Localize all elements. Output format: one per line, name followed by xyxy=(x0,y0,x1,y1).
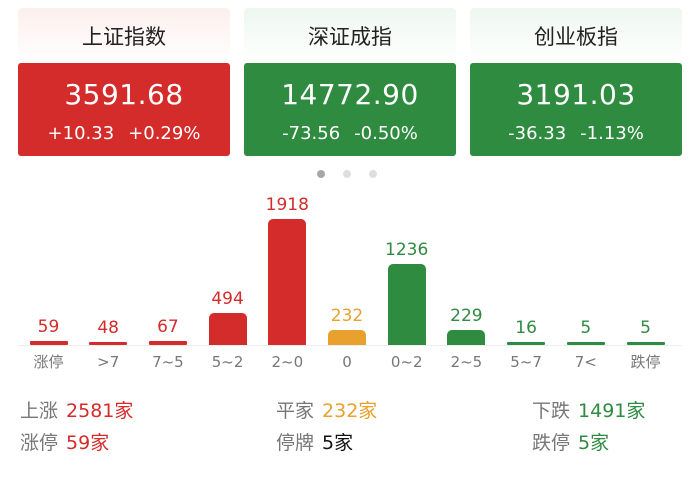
fall-value: 1491家 xyxy=(578,400,646,422)
category-label: >7 xyxy=(97,353,120,371)
suspended-value: 5家 xyxy=(322,432,354,454)
index-value: 3591.68 xyxy=(64,78,184,111)
bar-value-label: 59 xyxy=(37,317,60,337)
category-label: 2~0 xyxy=(271,353,304,371)
index-value: 14772.90 xyxy=(281,78,419,111)
category-label: 0 xyxy=(342,353,352,371)
bar-value-label: 48 xyxy=(97,318,119,338)
limit-up-count: 涨停 59家 xyxy=(20,430,109,456)
distribution-bar xyxy=(626,342,665,345)
index-change: -73.56 xyxy=(282,123,341,144)
category-label: 7< xyxy=(574,353,597,371)
category-label: 跌停 xyxy=(630,353,661,371)
index-name: 深证成指 xyxy=(244,8,456,63)
index-value: 3191.03 xyxy=(516,78,636,111)
distribution-bar xyxy=(208,313,247,345)
carousel-dot[interactable] xyxy=(343,170,351,178)
bar-value-label: 494 xyxy=(211,289,244,309)
index-change-percent: -1.13% xyxy=(580,123,644,144)
distribution-bar xyxy=(447,330,486,345)
index-quote-panel: 3591.68 +10.33 +0.29% xyxy=(18,63,230,156)
distribution-bar xyxy=(29,341,68,345)
flat-count: 平家 232家 xyxy=(276,398,377,424)
category-label: 5~2 xyxy=(211,353,244,371)
bar-value-label: 5 xyxy=(640,318,651,338)
distribution-bar xyxy=(387,264,426,345)
bar-value-label: 5 xyxy=(580,318,592,338)
bar-value-label: 229 xyxy=(450,306,483,326)
rise-label: 上涨 xyxy=(20,400,59,422)
index-quote-panel: 3191.03 -36.33 -1.13% xyxy=(470,63,682,156)
index-change: -36.33 xyxy=(508,123,567,144)
limit-down-count: 跌停 5家 xyxy=(532,430,609,456)
distribution-bar xyxy=(268,219,307,345)
distribution-bar xyxy=(507,342,546,345)
index-change-row: -73.56 -0.50% xyxy=(244,123,456,145)
carousel-dot[interactable] xyxy=(317,170,325,178)
suspended-label: 停牌 xyxy=(276,432,315,454)
carousel-indicator[interactable] xyxy=(0,170,700,178)
distribution-bar xyxy=(328,330,366,345)
limit-down-label: 跌停 xyxy=(532,432,571,454)
bar-value-label: 16 xyxy=(515,318,537,338)
carousel-dot[interactable] xyxy=(369,170,377,178)
limit-down-value: 5家 xyxy=(578,432,610,454)
bar-value-label: 232 xyxy=(330,306,364,326)
index-change-row: +10.33 +0.29% xyxy=(18,123,230,145)
index-change: +10.33 xyxy=(47,123,115,144)
fall-count: 下跌 1491家 xyxy=(532,398,645,424)
category-label: 5~7 xyxy=(510,353,542,371)
distribution-bar xyxy=(89,342,128,345)
category-label: 2~5 xyxy=(450,353,483,371)
index-change-row: -36.33 -1.13% xyxy=(470,123,682,145)
market-breadth-summary: 上涨 2581家 涨停 59家 平家 232家 停牌 5家 下跌 1491家 跌停 5家 xyxy=(0,390,700,470)
distribution-bar xyxy=(148,341,187,345)
index-quote-panel: 14772.90 -73.56 -0.50% xyxy=(244,63,456,156)
index-change-percent: -0.50% xyxy=(354,123,418,144)
flat-value: 232家 xyxy=(322,400,378,422)
category-label: 涨停 xyxy=(33,353,64,371)
bar-value-label: 67 xyxy=(157,317,179,337)
suspended-count: 停牌 5家 xyxy=(276,430,353,456)
index-card-chinext[interactable]: 创业板指 3191.03 -36.33 -1.13% xyxy=(470,8,682,156)
bar-value-label: 1918 xyxy=(265,195,309,215)
distribution-bar xyxy=(566,342,605,345)
category-label: 0~2 xyxy=(390,353,423,371)
index-card-shenzhen[interactable]: 深证成指 14772.90 -73.56 -0.50% xyxy=(244,8,456,156)
limit-up-label: 涨停 xyxy=(20,432,59,454)
index-cards: 上证指数 3591.68 +10.33 +0.29% 深证成指 14772.90 … xyxy=(18,8,682,156)
rise-count: 上涨 2581家 xyxy=(20,398,133,424)
bar-value-label: 1236 xyxy=(385,240,429,260)
limit-up-value: 59家 xyxy=(66,432,110,454)
index-name: 上证指数 xyxy=(18,8,230,63)
index-card-shanghai[interactable]: 上证指数 3591.68 +10.33 +0.29% xyxy=(18,8,230,156)
index-change-percent: +0.29% xyxy=(128,123,201,144)
chart-baseline xyxy=(18,345,682,346)
rise-value: 2581家 xyxy=(66,400,134,422)
index-name: 创业板指 xyxy=(470,8,682,63)
flat-label: 平家 xyxy=(276,400,315,422)
category-label: 7~5 xyxy=(152,353,184,371)
fall-label: 下跌 xyxy=(532,400,571,422)
advance-decline-distribution-chart: 59 涨停 48 >7 67 7~5 494 5~2 1918 2~0 232 0 1236 0~2 229… xyxy=(0,185,700,380)
